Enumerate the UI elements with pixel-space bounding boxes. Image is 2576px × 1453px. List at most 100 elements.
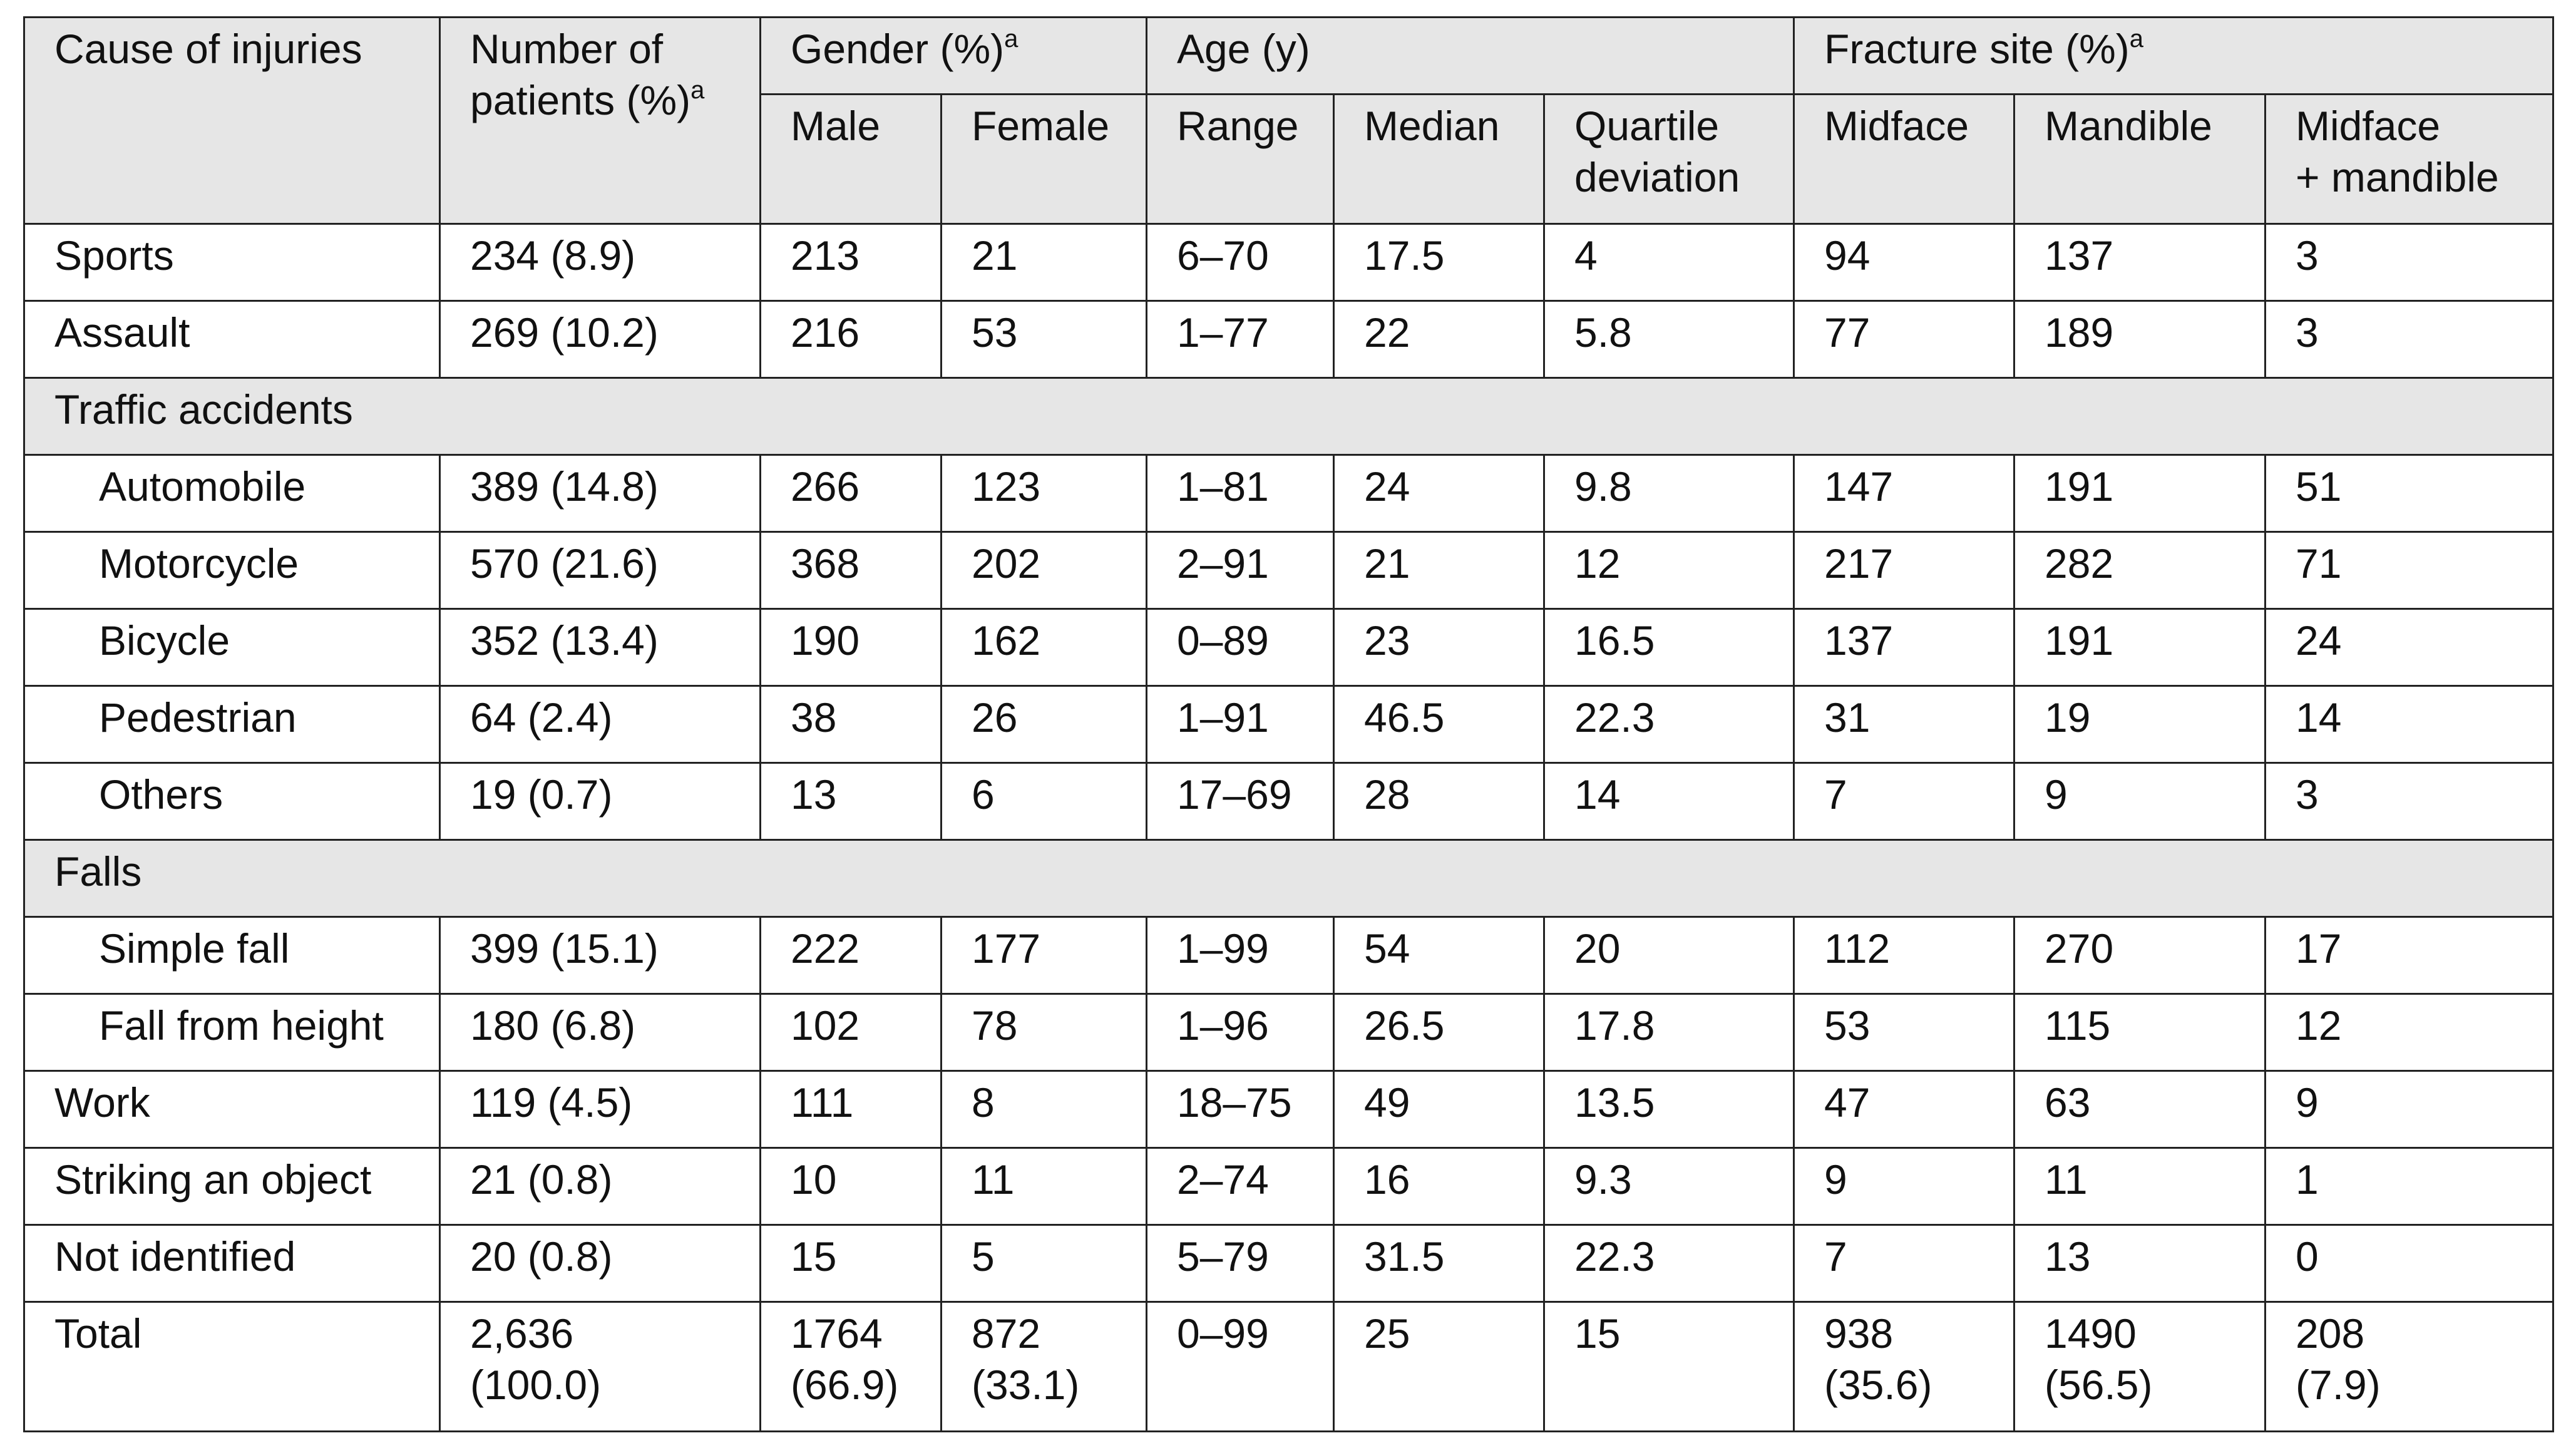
header-cell: Age (y)	[1145, 16, 1795, 95]
table-cell: 9.3	[1542, 1147, 1795, 1226]
table-cell: 1–91	[1146, 685, 1335, 764]
header-text: Fracture site (%)	[1824, 26, 2130, 72]
header-text: Cause of injuries	[54, 26, 362, 72]
row-label: Pedestrian	[23, 685, 441, 764]
table-body: Sports 234 (8.9) 213 21 6–70 17.5 4 94 137 3 Assau…	[23, 223, 2555, 1432]
table-cell: 5–79	[1146, 1224, 1335, 1303]
table-cell: 77	[1793, 300, 2016, 379]
table-cell: 12	[2264, 993, 2555, 1072]
table-cell: 16.5	[1542, 608, 1795, 687]
table-cell: 17.5	[1333, 223, 1545, 302]
table-cell: 16	[1333, 1147, 1545, 1226]
table-cell: 1–81	[1146, 454, 1335, 533]
table-cell: 1764 (66.9)	[759, 1301, 942, 1432]
table-cell: 71	[2264, 531, 2555, 610]
table-cell: 31	[1793, 685, 2016, 764]
table-header: Cause of injuries Number of patients (%)…	[23, 16, 2555, 225]
table-cell: 111	[759, 1070, 942, 1149]
table-cell: 31.5	[1333, 1224, 1545, 1303]
table-cell: 6	[940, 762, 1147, 841]
table-cell: 51	[2264, 454, 2555, 533]
table-cell: 162	[940, 608, 1147, 687]
table-cell: 21	[1333, 531, 1545, 610]
table-cell: 22.3	[1542, 685, 1795, 764]
header-cell: Male	[759, 93, 942, 225]
table-cell: 0–89	[1146, 608, 1335, 687]
table-cell: 1–96	[1146, 993, 1335, 1072]
table-cell: 137	[2013, 223, 2267, 302]
table-cell: 17.8	[1542, 993, 1795, 1072]
table-cell: 282	[2013, 531, 2267, 610]
header-cell: Gender (%)a	[759, 16, 1147, 95]
header-cell: Midface	[1793, 93, 2016, 225]
row-label: Work	[23, 1070, 441, 1149]
table-cell: 180 (6.8)	[439, 993, 761, 1072]
table-cell: 352 (13.4)	[439, 608, 761, 687]
table-cell: 49	[1333, 1070, 1545, 1149]
table-cell: 389 (14.8)	[439, 454, 761, 533]
table-cell: 78	[940, 993, 1147, 1072]
table-cell: 20 (0.8)	[439, 1224, 761, 1303]
table-cell: 21 (0.8)	[439, 1147, 761, 1226]
table-cell: 13.5	[1542, 1070, 1795, 1149]
section-row: Falls	[23, 839, 2555, 918]
table-cell: 217	[1793, 531, 2016, 610]
table-cell: 24	[1333, 454, 1545, 533]
table-cell: 213	[759, 223, 942, 302]
header-row: Cause of injuries Number of patients (%)…	[23, 16, 2555, 225]
table-cell: 137	[1793, 608, 2016, 687]
table-cell: 112	[1793, 916, 2016, 995]
footnote-mark: a	[690, 76, 705, 104]
table-cell: 368	[759, 531, 942, 610]
table-cell: 7	[1793, 1224, 2016, 1303]
row-label: Total	[23, 1301, 441, 1432]
table-cell: 208 (7.9)	[2264, 1301, 2555, 1432]
table-cell: 202	[940, 531, 1147, 610]
table-cell: 3	[2264, 762, 2555, 841]
header-cell: Median	[1333, 93, 1545, 225]
table-cell: 1–99	[1146, 916, 1335, 995]
table-cell: 191	[2013, 608, 2267, 687]
header-cell: Number of patients (%)a	[439, 16, 761, 225]
table-cell: 53	[940, 300, 1147, 379]
table-cell: 0–99	[1146, 1301, 1335, 1432]
table-cell: 28	[1333, 762, 1545, 841]
table-cell: 5	[940, 1224, 1147, 1303]
table-cell: 1490 (56.5)	[2013, 1301, 2267, 1432]
table-cell: 19	[2013, 685, 2267, 764]
row-label: Assault	[23, 300, 441, 379]
table-cell: 14	[1542, 762, 1795, 841]
table-cell: 9	[2013, 762, 2267, 841]
table-cell: 18–75	[1146, 1070, 1335, 1149]
row-label: Motorcycle	[23, 531, 441, 610]
table-cell: 11	[2013, 1147, 2267, 1226]
table-row: Striking an object 21 (0.8) 10 11 2–74 16 9.3 9…	[23, 1147, 2555, 1226]
table-row: Simple fall 399 (15.1) 222 177 1–99 54 20 112 27…	[23, 916, 2555, 995]
table-cell: 20	[1542, 916, 1795, 995]
table-cell: 13	[2013, 1224, 2267, 1303]
table-cell: 9.8	[1542, 454, 1795, 533]
table-cell: 10	[759, 1147, 942, 1226]
table-cell: 123	[940, 454, 1147, 533]
header-row: Male Female Range Median Quartile deviation M…	[24, 93, 2555, 225]
table-cell: 15	[759, 1224, 942, 1303]
table-cell: 24	[2264, 608, 2555, 687]
table-cell: 2–74	[1146, 1147, 1335, 1226]
header-cell: Fracture site (%)a	[1793, 16, 2555, 95]
table-cell: 2–91	[1146, 531, 1335, 610]
table-cell: 19 (0.7)	[439, 762, 761, 841]
table-cell: 119 (4.5)	[439, 1070, 761, 1149]
header-cell: Midface + mandible	[2264, 93, 2555, 225]
table-cell: 269 (10.2)	[439, 300, 761, 379]
table-cell: 5.8	[1542, 300, 1795, 379]
table-cell: 26	[940, 685, 1147, 764]
header-cell: Range	[1146, 93, 1335, 225]
section-row: Traffic accidents	[23, 377, 2555, 456]
table-row: Work 119 (4.5) 111 8 18–75 49 13.5 47 63 9	[23, 1070, 2555, 1149]
table-cell: 266	[759, 454, 942, 533]
row-label: Simple fall	[23, 916, 441, 995]
header-cell: Quartile deviation	[1542, 93, 1795, 225]
table-row: Total 2,636 (100.0) 1764 (66.9) 872 (33.1) 0…	[23, 1301, 2555, 1432]
table-cell: 22	[1333, 300, 1545, 379]
table-cell: 15	[1542, 1301, 1795, 1432]
